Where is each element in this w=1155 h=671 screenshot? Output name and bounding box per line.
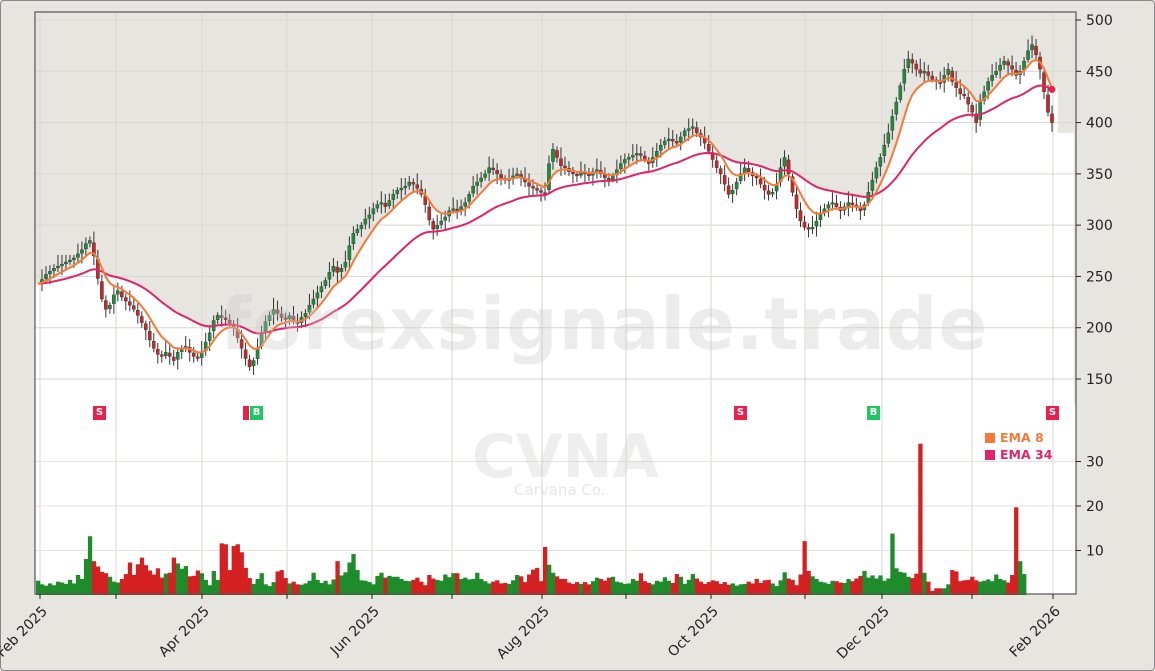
legend-label-ema8: EMA 8	[1000, 430, 1044, 445]
sell-signal-marker: S	[93, 406, 106, 420]
svg-text:250: 250	[1086, 269, 1113, 285]
svg-text:Jun 2025: Jun 2025	[327, 604, 383, 660]
svg-text:20: 20	[1086, 499, 1104, 515]
svg-text:150: 150	[1086, 372, 1113, 388]
buy-signal-marker: B	[250, 406, 263, 420]
svg-text:450: 450	[1086, 64, 1113, 80]
svg-text:Feb 2025: Feb 2025	[0, 604, 51, 661]
svg-text:Feb 2026: Feb 2026	[1007, 603, 1064, 660]
svg-text:Aug 2025: Aug 2025	[494, 604, 553, 663]
svg-text:350: 350	[1086, 167, 1113, 183]
svg-text:10: 10	[1086, 544, 1104, 560]
legend-item-ema8: EMA 8	[985, 429, 1052, 446]
price-candles	[40, 35, 1054, 375]
svg-text:300: 300	[1086, 218, 1113, 234]
chart-legend: EMA 8 EMA 34	[985, 429, 1052, 463]
sell-signal-marker	[243, 406, 249, 420]
ema34-swatch-icon	[985, 450, 995, 460]
legend-label-ema34: EMA 34	[1000, 447, 1053, 462]
svg-text:Dec 2025: Dec 2025	[834, 604, 893, 663]
svg-text:400: 400	[1086, 116, 1113, 132]
buy-signal-marker: B	[867, 406, 880, 420]
svg-text:30: 30	[1086, 455, 1104, 471]
site-watermark: forexsignale.trade	[220, 282, 989, 366]
volume-bars	[36, 443, 1027, 595]
svg-text:Oct 2025: Oct 2025	[665, 604, 722, 661]
sell-signal-marker: S	[734, 406, 747, 420]
ema34-line	[37, 84, 1053, 335]
company-watermark: Carvana Co.	[514, 481, 606, 499]
svg-text:500: 500	[1086, 13, 1113, 29]
ema8-line	[37, 58, 1053, 354]
ema8-swatch-icon	[985, 433, 995, 443]
svg-text:200: 200	[1086, 321, 1113, 337]
svg-text:Apr 2025: Apr 2025	[156, 604, 213, 661]
legend-item-ema34: EMA 34	[985, 446, 1052, 463]
sell-signal-marker: S	[1046, 406, 1059, 420]
ticker-watermark: CVNA	[472, 422, 660, 492]
